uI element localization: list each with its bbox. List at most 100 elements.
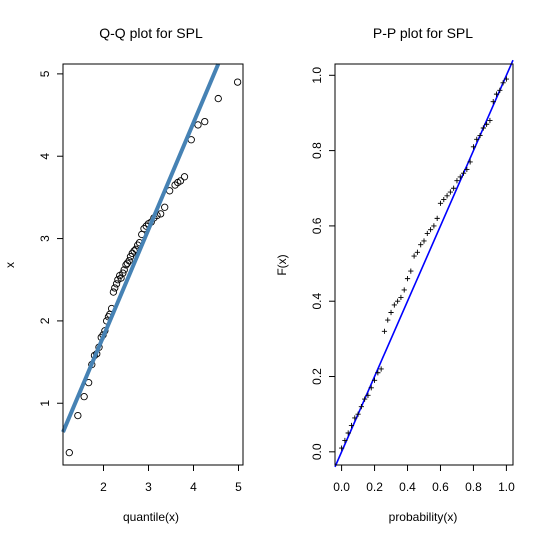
pp-data-point: [487, 117, 493, 124]
pp-data-point: [404, 276, 411, 282]
qq-data-point: [65, 448, 73, 457]
pp-data-point: [441, 196, 447, 203]
qq-data-point: [194, 121, 202, 129]
pp-x-tick-label: 0.8: [465, 480, 482, 494]
pp-data-point: [434, 215, 440, 221]
pp-data-point: [490, 99, 496, 105]
pp-y-axis-label: F(x): [275, 254, 289, 275]
qq-data-point: [120, 266, 128, 274]
pp-data-point: [467, 159, 473, 165]
pp-data-point: [470, 144, 477, 150]
qq-y-tick-label: 2: [38, 317, 52, 324]
pp-data-point: [381, 328, 388, 334]
qq-data-point: [123, 259, 132, 267]
pp-x-tick-label: 0.2: [366, 480, 383, 494]
qq-x-tick-label: 5: [235, 480, 242, 494]
qq-panel: Q-Q plot for SPL quantile(x) x 2 3 4 5 1 2 3 4…: [3, 25, 244, 524]
qq-y-tick-label: 4: [38, 153, 52, 160]
qq-data-point: [233, 78, 242, 86]
pp-data-point: [424, 230, 430, 237]
pp-data-point: [414, 249, 421, 255]
pp-y-tick-label: 0.0: [310, 443, 324, 460]
pp-x-tick-label: 0.0: [333, 480, 350, 494]
pp-y-tick-label: 0.8: [310, 142, 324, 159]
pp-plot-frame: [334, 63, 514, 466]
qq-data-point: [128, 249, 136, 258]
pp-y-tick-label: 1.0: [310, 67, 324, 84]
pp-data-point: [444, 193, 450, 199]
qq-data-point: [117, 274, 125, 282]
pp-data-point: [457, 174, 463, 180]
qq-data-point: [180, 173, 189, 181]
qq-x-tick-label: 2: [100, 480, 107, 494]
pp-data-point: [355, 411, 361, 417]
pp-data-point: [362, 396, 368, 402]
qq-title: Q-Q plot for SPL: [99, 25, 203, 41]
pp-data-point: [451, 185, 457, 191]
pp-y-tick-label: 0.6: [310, 217, 324, 234]
pp-data-point: [358, 404, 364, 410]
pp-data-point: [421, 238, 427, 244]
pp-data-point: [395, 298, 401, 304]
pp-panel: P-P plot for SPL probability(x) F(x) 0.0…: [275, 25, 515, 524]
pp-data-point: [401, 287, 407, 293]
pp-data-point: [437, 200, 444, 206]
pp-data-point: [503, 76, 510, 82]
pp-data-point: [477, 132, 483, 139]
pp-y-tick-label: 0.2: [310, 368, 324, 385]
pp-data-point: [464, 166, 470, 173]
pp-data-point: [348, 422, 355, 429]
pp-data-point: [418, 242, 424, 248]
pp-data-point: [497, 87, 503, 93]
pp-data-point: [398, 294, 404, 301]
pp-data-point: [484, 121, 490, 127]
pp-data-point: [365, 392, 371, 398]
pp-x-axis-label: probability(x): [389, 510, 458, 524]
qq-y-tick-label: 1: [38, 400, 52, 407]
pp-data-point: [375, 370, 381, 376]
pp-data-point: [345, 430, 351, 436]
qq-data-point: [80, 393, 88, 401]
qq-y-tick-label: 5: [38, 70, 52, 77]
pp-data-point: [500, 80, 506, 86]
pp-data-point: [480, 125, 486, 131]
qq-data-point: [119, 269, 127, 277]
pp-data-point: [493, 91, 500, 97]
qq-plot-frame: [62, 63, 244, 466]
qq-data-point: [161, 203, 169, 211]
qq-data-point: [111, 284, 119, 292]
pp-data-point: [388, 309, 394, 316]
qq-data-point: [156, 210, 165, 218]
pp-data-point: [474, 136, 480, 142]
pp-data-point: [385, 317, 391, 323]
pp-data-point: [454, 178, 460, 184]
qq-y-tick-label: 3: [38, 235, 52, 242]
qq-y-axis-label: x: [3, 262, 17, 268]
pp-data-point: [411, 253, 417, 259]
pp-data-point: [391, 302, 397, 308]
qq-x-tick-label: 3: [145, 480, 152, 494]
qq-data-point: [112, 280, 121, 288]
pp-y-tick-label: 0.4: [310, 293, 324, 310]
pp-data-point: [371, 377, 378, 383]
pp-data-point: [460, 170, 467, 176]
qq-data-point: [171, 181, 179, 189]
pp-data-point: [378, 366, 384, 372]
pp-title: P-P plot for SPL: [373, 25, 473, 41]
qq-x-tick-label: 4: [190, 480, 197, 494]
pp-x-tick-label: 0.4: [399, 480, 416, 494]
pp-data-point: [431, 223, 437, 229]
qq-x-axis-label: quantile(x): [123, 510, 179, 524]
qq-data-point: [176, 177, 185, 185]
pp-data-point: [352, 415, 358, 421]
pp-data-point: [427, 227, 434, 233]
pp-x-tick-label: 0.6: [432, 480, 449, 494]
qq-data-point: [109, 288, 118, 296]
qq-data-point: [74, 411, 82, 420]
pp-data-point: [342, 437, 348, 444]
pp-data-point: [338, 445, 345, 451]
pp-x-tick-label: 1.0: [498, 480, 515, 494]
qq-data-point: [125, 257, 133, 265]
qq-data-point: [201, 117, 209, 126]
